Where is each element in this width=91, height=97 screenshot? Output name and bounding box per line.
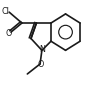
Text: O: O	[6, 29, 12, 38]
Text: N: N	[39, 45, 45, 54]
Text: Cl: Cl	[1, 7, 9, 16]
Text: O: O	[38, 60, 44, 69]
